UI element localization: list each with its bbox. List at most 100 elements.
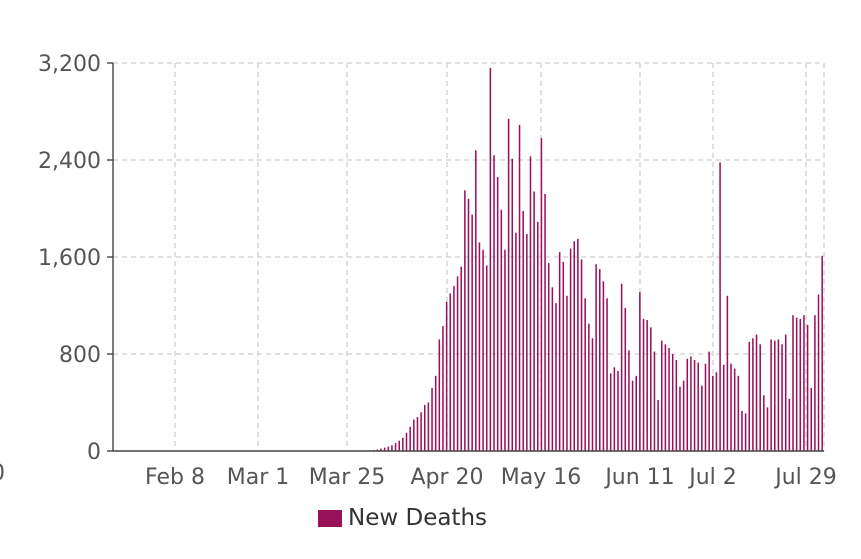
bar[interactable] [806,324,809,451]
bar[interactable] [628,350,630,451]
bar[interactable] [708,351,710,451]
bar[interactable] [475,150,477,452]
legend[interactable]: New Deaths [318,505,487,531]
bar[interactable] [792,315,794,451]
bar[interactable] [569,248,572,451]
bar[interactable] [398,440,400,451]
bar[interactable] [423,404,426,451]
bar[interactable] [763,395,765,451]
bar[interactable] [748,341,751,452]
bar[interactable] [537,221,539,451]
bar[interactable] [733,368,736,451]
bar[interactable] [642,318,645,451]
bar[interactable] [657,400,659,451]
bar[interactable] [464,190,466,451]
bar[interactable] [770,339,772,451]
bar[interactable] [606,298,608,451]
bar[interactable] [394,443,397,451]
bar[interactable] [529,156,532,452]
bar[interactable] [591,338,594,451]
bar[interactable] [562,261,565,451]
bar[interactable] [595,264,597,451]
bar[interactable] [682,380,685,451]
bar[interactable] [741,410,743,451]
bar[interactable] [620,283,623,451]
bar[interactable] [555,303,557,451]
bar[interactable] [697,362,699,451]
bar[interactable] [485,265,488,451]
bar[interactable] [416,417,419,451]
bar[interactable] [456,276,459,451]
bar[interactable] [573,241,575,451]
bar[interactable] [599,269,601,452]
bar[interactable] [511,158,514,452]
bar[interactable] [391,445,393,451]
bar[interactable] [784,334,787,451]
bar[interactable] [722,364,725,451]
bar[interactable] [577,238,579,451]
bar[interactable] [471,214,473,451]
bar[interactable] [737,375,740,451]
bar[interactable] [442,326,444,451]
bar[interactable] [664,344,667,451]
bar[interactable] [387,446,390,451]
bar[interactable] [431,387,433,451]
bar[interactable] [624,307,627,451]
bar[interactable] [679,386,681,451]
bar[interactable] [402,437,404,451]
bar[interactable] [781,344,783,451]
bar[interactable] [533,191,535,451]
bar[interactable] [650,327,652,451]
bar[interactable] [515,232,517,451]
bar[interactable] [730,363,732,451]
bar[interactable] [821,255,823,451]
bar[interactable] [693,360,696,451]
bar[interactable] [507,118,510,451]
bar[interactable] [631,380,634,451]
bar[interactable] [427,402,430,452]
bar[interactable] [646,320,648,451]
bar[interactable] [558,252,561,451]
bar[interactable] [544,193,546,451]
bar[interactable] [613,367,616,451]
bar[interactable] [547,263,550,451]
bar[interactable] [712,375,714,451]
bar[interactable] [639,292,641,451]
bar[interactable] [755,334,758,451]
bar[interactable] [518,124,521,451]
bar[interactable] [496,176,499,451]
bar[interactable] [686,358,689,451]
bar[interactable] [660,340,663,451]
bar[interactable] [500,209,503,451]
bar[interactable] [744,413,747,451]
bar[interactable] [766,407,769,451]
bar[interactable] [467,198,470,451]
bar[interactable] [413,419,415,451]
bar[interactable] [434,375,437,451]
bar[interactable] [817,294,820,451]
bar[interactable] [690,356,692,451]
bar[interactable] [580,259,583,451]
bar[interactable] [752,338,754,451]
bar[interactable] [449,293,452,452]
bar[interactable] [551,287,554,451]
bar[interactable] [617,370,619,451]
bar[interactable] [409,426,411,451]
bar[interactable] [540,138,543,451]
bar[interactable] [460,266,462,451]
bar[interactable] [566,295,568,451]
bar[interactable] [653,351,656,451]
bar[interactable] [482,249,484,451]
bar[interactable] [774,340,776,451]
bar[interactable] [526,233,528,451]
bar[interactable] [803,315,805,451]
bar[interactable] [493,155,495,451]
bar[interactable] [584,298,586,451]
bar[interactable] [588,323,590,451]
bar[interactable] [777,339,780,451]
bar[interactable] [376,449,379,451]
bar[interactable] [759,344,761,451]
bar[interactable] [504,249,506,451]
bar[interactable] [719,162,721,451]
bar[interactable] [602,281,605,451]
